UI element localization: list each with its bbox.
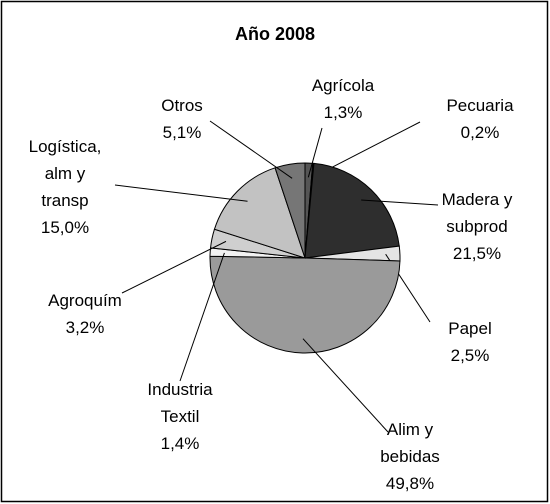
category-label: Alim y bebidas	[380, 420, 440, 466]
leader-line	[114, 184, 248, 202]
data-label: Alim y bebidas 49,8%	[370, 416, 450, 497]
pie-slice	[274, 162, 306, 259]
data-label: Madera y subprod 21,5%	[432, 186, 522, 267]
pie-slice	[209, 255, 401, 354]
leader-line	[361, 199, 439, 206]
data-label: Industria Textil 1,4%	[130, 376, 230, 457]
value-label: 3,2%	[65, 318, 105, 337]
category-label: Industria Textil	[147, 380, 213, 426]
data-label: Papel 2,5%	[430, 315, 510, 369]
leader-line	[121, 240, 227, 294]
category-label: Agrícola	[311, 76, 375, 95]
category-label: Logística, alm y transp	[28, 137, 102, 210]
value-label: 0,2%	[460, 123, 500, 142]
category-label: Madera y subprod	[441, 190, 513, 236]
value-label: 49,8%	[385, 474, 435, 493]
chart-title: Año 2008	[234, 24, 316, 44]
category-label: Papel	[448, 319, 492, 338]
category-label: Agroquím	[48, 291, 122, 310]
value-label: 5,1%	[162, 123, 202, 142]
data-label: Logística, alm y transp 15,0%	[20, 133, 110, 241]
data-label: Pecuaria 0,2%	[425, 92, 535, 146]
leader-line	[302, 338, 389, 433]
value-label: 1,3%	[323, 103, 363, 122]
data-label: Agroquím 3,2%	[35, 287, 135, 341]
leader-line	[307, 127, 323, 178]
pie-slice	[304, 162, 400, 259]
value-label: 21,5%	[452, 244, 502, 263]
value-label: 15,0%	[40, 218, 90, 237]
category-label: Pecuaria	[446, 96, 514, 115]
data-label: Otros 5,1%	[142, 92, 222, 146]
value-label: 1,4%	[160, 434, 200, 453]
category-label: Otros	[161, 96, 203, 115]
leader-line	[179, 252, 225, 382]
data-label: Agrícola 1,3%	[288, 72, 398, 126]
value-label: 2,5%	[450, 346, 490, 365]
leader-line	[209, 120, 293, 179]
